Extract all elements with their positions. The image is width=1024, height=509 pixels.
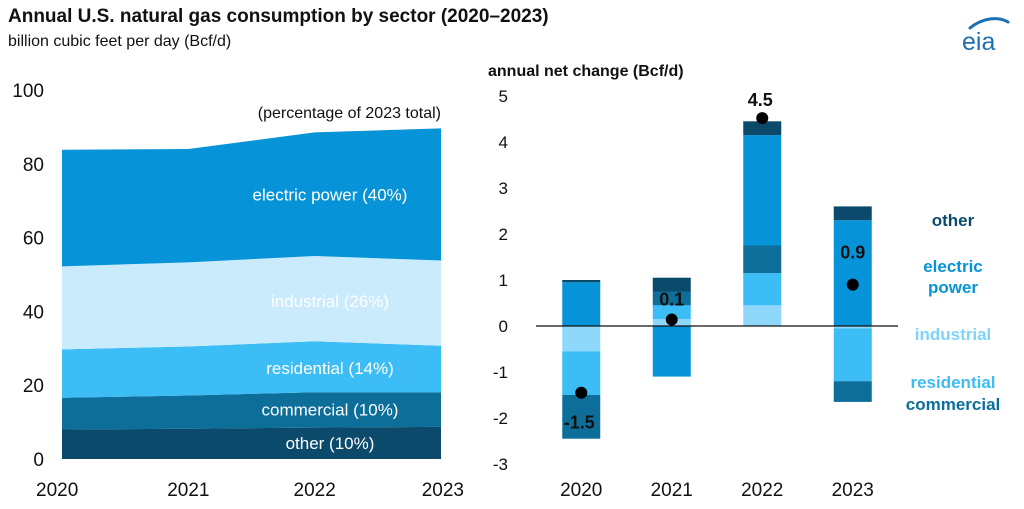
right-ytick-label: 1 xyxy=(499,271,508,290)
bar-2023-industrial xyxy=(833,326,872,329)
net-change-label-2023: 0.9 xyxy=(840,243,865,263)
net-change-dot-2020 xyxy=(575,386,588,399)
area-label-other: other (10%) xyxy=(286,434,375,453)
right-ytick-label: 5 xyxy=(499,87,508,106)
left-ytick-label: 20 xyxy=(23,376,44,397)
net-change-label-2020: -1.5 xyxy=(564,413,595,433)
bar-2023-commercial xyxy=(833,381,872,402)
bar-2020-industrial xyxy=(562,326,601,352)
left-xtick-label: 2023 xyxy=(422,480,464,501)
bar-2022-residential xyxy=(743,273,782,306)
bar-2022-commercial xyxy=(743,245,782,274)
chart-title: Annual U.S. natural gas consumption by s… xyxy=(8,6,549,27)
left-xtick-label: 2020 xyxy=(36,480,78,501)
right-ytick-label: 3 xyxy=(499,179,508,198)
left-ytick-label: 100 xyxy=(12,81,44,102)
right-ytick-label: -1 xyxy=(493,363,508,382)
left-ytick-label: 40 xyxy=(23,302,44,323)
bar-2020-electric xyxy=(562,282,601,326)
area-industrial xyxy=(62,256,441,350)
right-ytick-label: -3 xyxy=(493,455,508,474)
area-label-residential: residential (14%) xyxy=(266,359,394,378)
bar-2021-other xyxy=(652,277,691,292)
area-residential xyxy=(62,341,441,398)
net-change-dot-2021 xyxy=(665,313,678,326)
left-area-chart: 0 20 40 60 80 100 2020 2021 2022 2023 other (10%… xyxy=(12,81,464,501)
area-electric xyxy=(62,128,441,267)
right-ytick-label: 0 xyxy=(499,317,508,336)
right-ytick-label: 2 xyxy=(499,225,508,244)
bar-2021-commercial xyxy=(652,291,691,306)
left-ytick-label: 0 xyxy=(33,450,44,471)
bar-2021-residential xyxy=(652,305,691,320)
bar-2020-other xyxy=(562,280,601,283)
legend-residential: residential xyxy=(910,373,995,392)
right-ytick-label: -2 xyxy=(493,409,508,428)
right-chart-title: annual net change (Bcf/d) xyxy=(488,63,684,80)
bar-2023-residential xyxy=(833,328,872,382)
right-ytick-label: 4 xyxy=(499,133,508,152)
left-ytick-label: 80 xyxy=(23,155,44,176)
bar-2022-industrial xyxy=(743,305,782,326)
area-label-industrial: industrial (26%) xyxy=(271,292,389,311)
right-xtick-label: 2021 xyxy=(651,480,693,501)
bar-2022-other xyxy=(743,121,782,136)
left-xtick-label: 2021 xyxy=(167,480,209,501)
left-xtick-label: 2022 xyxy=(294,480,336,501)
legend-industrial: industrial xyxy=(915,325,992,344)
left-chart-note: (percentage of 2023 total) xyxy=(258,105,441,122)
bar-2023-other xyxy=(833,206,872,221)
net-change-dot-2022 xyxy=(756,112,769,125)
eia-logo: eia xyxy=(962,17,1010,54)
bar-2022-electric xyxy=(743,135,782,246)
legend-electric: electric power xyxy=(923,257,983,297)
left-ytick-label: 60 xyxy=(23,229,44,250)
net-change-label-2022: 4.5 xyxy=(748,90,773,110)
chart-subtitle: billion cubic feet per day (Bcf/d) xyxy=(8,33,232,50)
right-bar-chart: annual net change (Bcf/d) -1.50.14.50.9 … xyxy=(488,63,1000,501)
net-change-label-2021: 0.1 xyxy=(659,290,684,310)
area-commercial xyxy=(62,392,441,430)
right-xtick-label: 2023 xyxy=(832,480,874,501)
legend-commercial: commercial xyxy=(906,395,1001,414)
bar-2021-electric xyxy=(652,326,691,377)
right-xtick-label: 2022 xyxy=(741,480,783,501)
area-label-commercial: commercial (10%) xyxy=(262,401,399,420)
logo-text: eia xyxy=(962,28,995,54)
bar-2020-commercial xyxy=(562,395,601,439)
right-xtick-label: 2020 xyxy=(560,480,602,501)
area-label-electric: electric power (40%) xyxy=(253,185,408,204)
logo-swoosh-icon xyxy=(968,17,1010,30)
net-change-dot-2023 xyxy=(846,278,859,291)
bar-2023-electric xyxy=(833,220,872,326)
area-other xyxy=(62,426,441,459)
legend-other: other xyxy=(932,211,975,230)
